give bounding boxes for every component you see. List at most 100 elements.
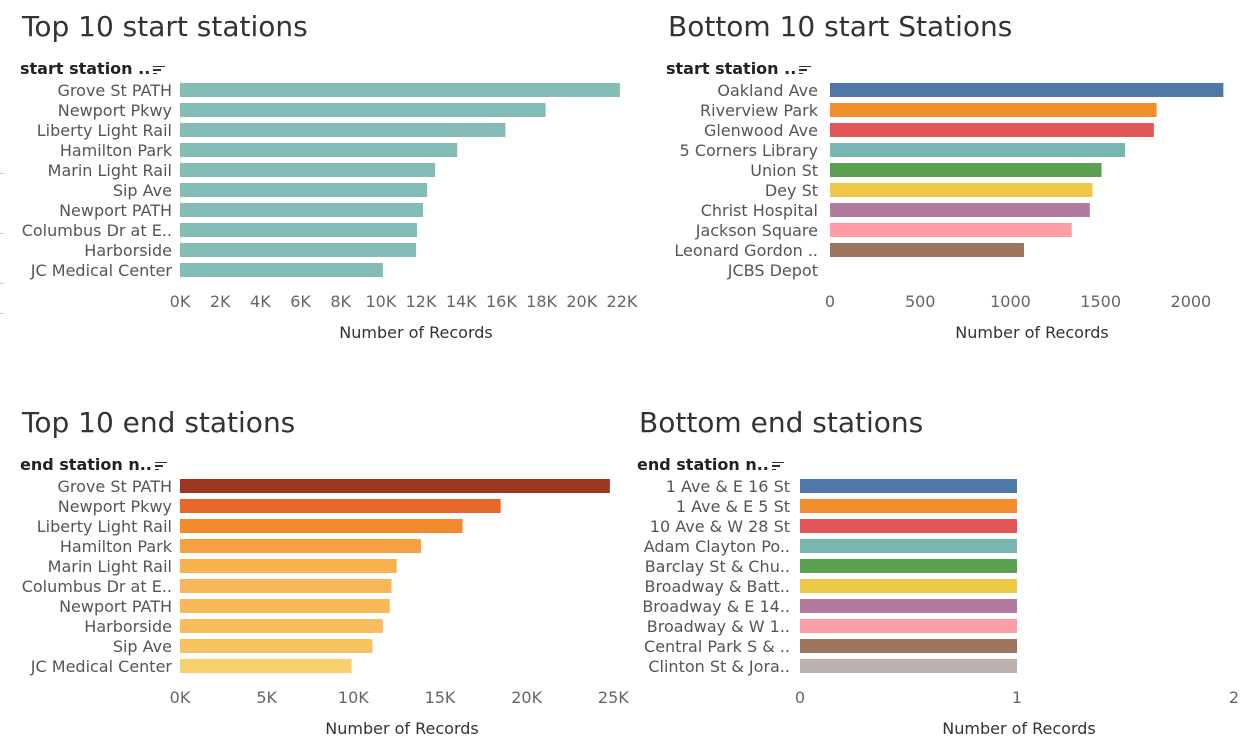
field-label-top-end[interactable]: end station n..	[20, 455, 167, 474]
x-tick-label: 2000	[1171, 292, 1212, 311]
bar	[800, 599, 1017, 613]
bar	[180, 243, 417, 257]
category-label: Harborside	[84, 617, 172, 636]
field-label-text: end station n..	[637, 455, 769, 474]
bar	[800, 559, 1017, 573]
sort-icon[interactable]	[799, 65, 812, 75]
bar	[180, 103, 546, 117]
chart-title-top-end: Top 10 end stations	[22, 406, 296, 439]
bar	[830, 143, 1126, 157]
category-label: Sip Ave	[113, 637, 172, 656]
category-label: Christ Hospital	[701, 201, 818, 220]
sort-icon[interactable]	[154, 461, 167, 471]
category-label: Central Park S & ..	[644, 637, 790, 656]
edge-divider	[0, 233, 4, 234]
bar	[180, 263, 383, 277]
category-label: Adam Clayton Po..	[644, 537, 790, 556]
bar	[180, 499, 501, 513]
category-label: Columbus Dr at E..	[22, 577, 172, 596]
bar	[800, 579, 1017, 593]
sort-icon[interactable]	[771, 461, 784, 471]
x-axis-label: Number of Records	[955, 323, 1108, 342]
bar	[800, 479, 1017, 493]
bar	[180, 539, 421, 553]
bar	[830, 103, 1157, 117]
category-label: JC Medical Center	[30, 657, 173, 676]
chart-title-top-start: Top 10 start stations	[22, 10, 308, 43]
x-axis-label: Number of Records	[942, 719, 1095, 738]
x-tick-label: 2K	[210, 292, 231, 311]
category-label: Leonard Gordon ..	[674, 241, 818, 260]
x-tick-label: 0	[795, 688, 805, 707]
x-tick-label: 20K	[511, 688, 542, 707]
bar	[180, 163, 436, 177]
x-tick-label: 18K	[526, 292, 557, 311]
category-label: Dey St	[765, 181, 818, 200]
x-tick-label: 5K	[256, 688, 277, 707]
x-tick-label: 22K	[607, 292, 638, 311]
category-label: Broadway & Batt..	[645, 577, 790, 596]
category-label: Marin Light Rail	[48, 161, 172, 180]
bar	[830, 163, 1102, 177]
category-label: Barclay St & Chu..	[645, 557, 790, 576]
category-label: Broadway & W 1..	[647, 617, 790, 636]
bar	[830, 203, 1090, 217]
x-tick-label: 10K	[338, 688, 369, 707]
category-label: Harborside	[84, 241, 172, 260]
category-label: 10 Ave & W 28 St	[650, 517, 790, 536]
sort-icon[interactable]	[153, 65, 166, 75]
bar	[830, 83, 1224, 97]
bar	[180, 639, 373, 653]
bar	[180, 223, 418, 237]
x-tick-label: 1	[1012, 688, 1022, 707]
field-label-top-start[interactable]: start station ..	[20, 59, 166, 78]
field-label-text: end station n..	[20, 455, 152, 474]
bar	[830, 183, 1093, 197]
bar	[180, 123, 506, 137]
category-label: Grove St PATH	[58, 81, 172, 100]
x-tick-label: 0	[825, 292, 835, 311]
category-label: JC Medical Center	[30, 261, 173, 280]
category-label: Newport Pkwy	[58, 497, 172, 516]
category-label: Glenwood Ave	[704, 121, 818, 140]
bar	[180, 479, 610, 493]
bar	[180, 183, 428, 197]
x-tick-label: 6K	[290, 292, 311, 311]
bar	[180, 619, 383, 633]
bar	[800, 619, 1017, 633]
x-tick-label: 4K	[250, 292, 271, 311]
edge-divider	[0, 313, 4, 314]
bar	[830, 223, 1072, 237]
chart-title-bottom-start: Bottom 10 start Stations	[668, 10, 1013, 43]
bar	[800, 639, 1017, 653]
category-label: Hamilton Park	[60, 537, 173, 556]
x-tick-label: 12K	[406, 292, 437, 311]
bar	[830, 243, 1024, 257]
field-label-bottom-start[interactable]: start station ..	[666, 59, 812, 78]
x-tick-label: 15K	[425, 688, 456, 707]
x-axis-label: Number of Records	[325, 719, 478, 738]
category-label: Union St	[750, 161, 818, 180]
bar	[180, 559, 397, 573]
chart-title-bottom-end: Bottom end stations	[639, 406, 924, 439]
bar	[180, 83, 620, 97]
bar	[800, 539, 1017, 553]
category-label: JCBS Depot	[727, 261, 818, 280]
field-label-bottom-end[interactable]: end station n..	[637, 455, 784, 474]
x-tick-label: 20K	[566, 292, 597, 311]
x-tick-label: 2	[1229, 688, 1239, 707]
category-label: Liberty Light Rail	[37, 517, 172, 536]
category-label: 5 Corners Library	[680, 141, 818, 160]
category-label: Marin Light Rail	[48, 557, 172, 576]
category-label: Liberty Light Rail	[37, 121, 172, 140]
field-label-text: start station ..	[20, 59, 151, 78]
category-label: Sip Ave	[113, 181, 172, 200]
category-label: Newport PATH	[59, 597, 172, 616]
category-label: Clinton St & Jora..	[648, 657, 790, 676]
category-label: Grove St PATH	[58, 477, 172, 496]
category-label: Broadway & E 14..	[642, 597, 790, 616]
